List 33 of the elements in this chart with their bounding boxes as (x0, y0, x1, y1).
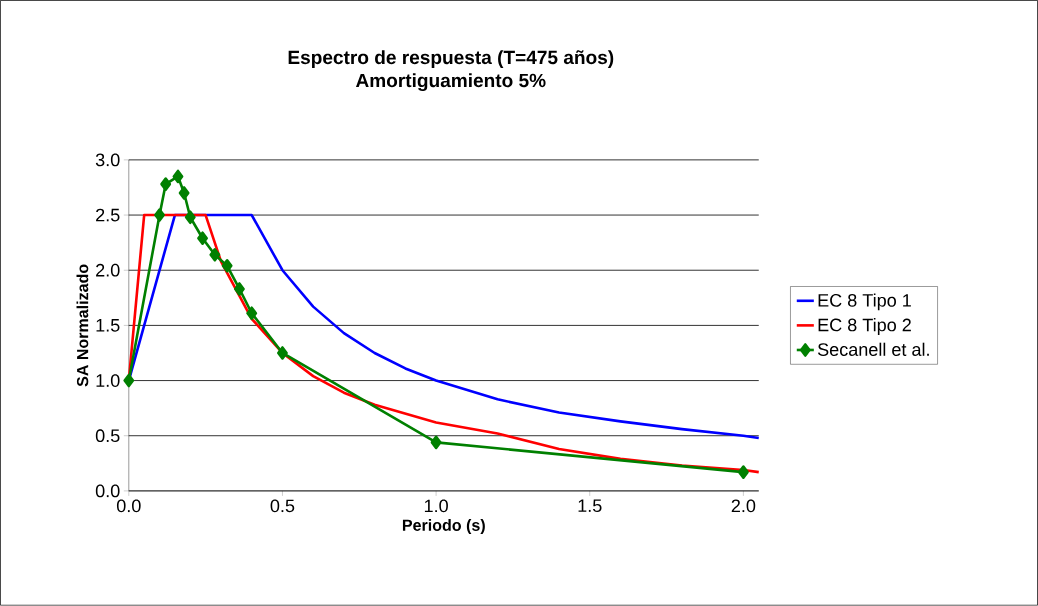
x-tick-label: 0.0 (116, 499, 141, 513)
x-tick-label: 0.5 (270, 499, 295, 513)
chart-title: Espectro de respuesta (T=475 años) (288, 50, 614, 69)
point (737, 465, 749, 480)
point (123, 373, 135, 388)
y-tick-label: 0.0 (95, 484, 120, 498)
point (184, 210, 196, 225)
x-tick-label: 2.0 (731, 499, 756, 513)
legend-label: EC 8 Tipo 1 (818, 293, 911, 311)
y-tick-label: 2.5 (96, 208, 120, 222)
y-tick-label: 1.0 (96, 374, 120, 388)
y-tick-label: 1.5 (96, 319, 120, 332)
y-tick-label: 2.0 (96, 264, 120, 277)
point (233, 282, 245, 296)
chart-subtitle: Amortiguamiento 5% (355, 73, 546, 92)
point (172, 169, 184, 184)
legend-label: Secanell et al. (817, 342, 929, 357)
point (277, 346, 288, 360)
point (221, 259, 233, 273)
point (209, 248, 221, 262)
x-tick-label: 1.5 (578, 499, 602, 513)
point (154, 208, 165, 223)
x-tick-label: 1.0 (424, 499, 448, 513)
legend-label: EC 8 Tipo 2 (818, 318, 911, 336)
point (246, 306, 258, 321)
point (197, 231, 208, 246)
x-axis-title: Periodo (s) (402, 519, 485, 535)
y-tick-label: 0.5 (95, 429, 120, 443)
y-axis-title: SA Normalizado (76, 264, 89, 387)
point (178, 186, 190, 200)
point (160, 177, 172, 192)
point (430, 435, 442, 450)
y-tick-label: 3.0 (95, 153, 120, 167)
